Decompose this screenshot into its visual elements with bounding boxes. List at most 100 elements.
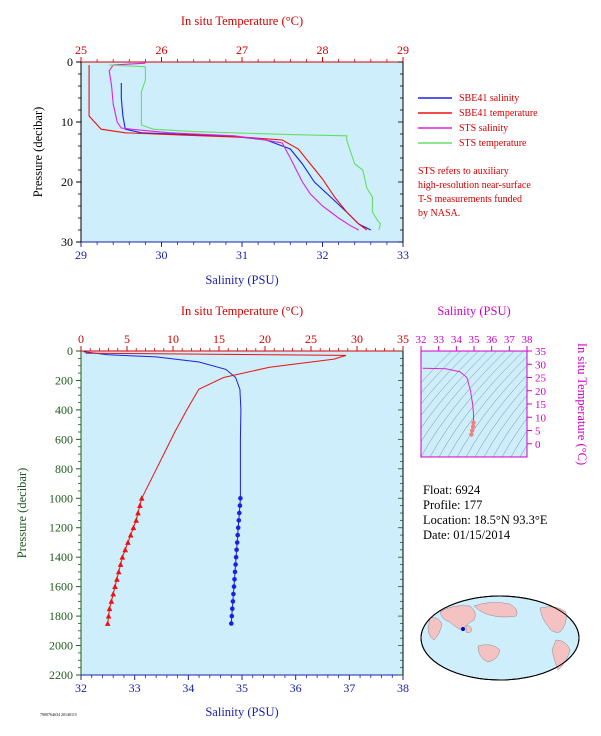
ts-density-contour (421, 351, 479, 416)
main-pressure-axis-tick-label: 1400 (49, 550, 73, 564)
main-temperature-point (114, 576, 120, 582)
top-series-sbe41-temperature (88, 65, 368, 231)
legend-sts-temperature: STS temperature (459, 138, 527, 149)
main-temperature-point (122, 546, 128, 553)
ts-deep-point (470, 428, 475, 433)
main-temperature-point (108, 598, 115, 604)
main-salinity-point (232, 577, 237, 582)
main-pressure-axis-tick-label: 200 (55, 373, 73, 387)
main-temperature-axis-tick-label: 15 (213, 332, 225, 346)
ts-temperature-axis-title: In situ Temperature (°C) (575, 343, 589, 465)
location: Location: 18.5°N 93.3°E (423, 513, 548, 527)
legend-sts-salinity: STS salinity (459, 123, 508, 134)
ts-density-contour (421, 351, 497, 443)
main-salinity-point (229, 613, 235, 619)
ts-temperature-axis-tick-label: 15 (535, 399, 547, 411)
main-temperature-axis-tick-label: 30 (351, 332, 363, 346)
main-salinity-point (235, 532, 240, 538)
world-map (420, 595, 580, 681)
main-pressure-axis-tick-label: 2200 (49, 668, 73, 682)
main-temperature-point (127, 532, 134, 538)
main-plot-area (81, 351, 403, 675)
ts-density-contour (465, 374, 527, 457)
main-series (83, 351, 347, 626)
main-salinity-point (238, 496, 243, 501)
main-pressure-axis-tick-label: 1800 (49, 609, 73, 623)
top-salinity-axis-title: Salinity (PSU) (205, 273, 278, 287)
top-pressure-axis-title: Pressure (decibar) (31, 107, 45, 198)
ts-density-contour (538, 341, 601, 457)
main-pressure-axis-tick-label: 1000 (49, 491, 73, 505)
legend-sbe41-salinity: SBE41 salinity (459, 93, 519, 104)
main-salinity-axis-tick-label: 37 (343, 681, 355, 695)
main-pressure-axis-tick-label: 1200 (49, 521, 73, 535)
note-line-1: STS refers to auxiliary (418, 166, 509, 177)
main-temperature-point (115, 568, 122, 575)
map-land-siberia (473, 602, 518, 618)
note-line-4: by NASA. (418, 208, 460, 219)
ts-density-contour (438, 351, 524, 457)
main-salinity-axis-tick-label: 38 (397, 681, 409, 695)
main-pressure-axis-tick-label: 0 (67, 344, 73, 358)
top-pressure-axis-tick-label: 30 (61, 235, 73, 249)
top-temperature-axis-tick-label: 28 (317, 43, 329, 57)
main-pressure-axis-tick-label: 2000 (49, 639, 73, 653)
map-land-asia (439, 605, 476, 631)
main-salinity-point (234, 547, 239, 553)
top-temperature-axis-tick-label: 29 (397, 43, 409, 57)
main-salinity-axis-tick-label: 36 (290, 681, 302, 695)
ts-salinity-axis-tick-label: 35 (469, 334, 481, 346)
main-profile-chart: 0 5 10 15 20 25 30 35 32 33 34 35 36 37 38 0 200 400 600 80… (15, 304, 409, 719)
profile-number: Profile: 177 (423, 498, 482, 512)
main-temperature-point (137, 502, 143, 508)
map-land-australia (477, 644, 501, 663)
top-temperature-axis-tick-label: 26 (156, 43, 168, 57)
ts-temperature-axis-tick-label: 35 (535, 346, 547, 358)
ts-density-contour (447, 356, 527, 457)
legend-sbe41-temperature: SBE41 temperature (459, 108, 538, 119)
main-salinity-point (231, 591, 236, 597)
top-salinity-axis-tick-label: 32 (317, 248, 329, 262)
top-series-sts-salinity (108, 62, 359, 231)
main-temperature-point (119, 554, 126, 560)
main-salinity-point (234, 540, 240, 545)
main-pressure-axis-title: Pressure (decibar) (15, 468, 29, 559)
ts-temperature-axis-tick-label: 30 (535, 359, 547, 371)
main-temperature-axis-tick-label: 25 (305, 332, 317, 346)
ts-deep-point (470, 424, 476, 429)
main-salinity-point (230, 606, 235, 611)
top-temperature-axis-tick-label: 25 (75, 43, 87, 57)
date: Date: 01/15/2014 (423, 528, 511, 542)
ts-density-contour (429, 351, 515, 457)
main-salinity-point (235, 525, 241, 530)
main-temperature-point (112, 583, 118, 589)
main-pressure-axis-tick-label: 800 (55, 462, 73, 476)
main-salinity-point (233, 562, 238, 567)
footer-code: 7900764634 20140115 (40, 712, 77, 717)
ts-density-contour (492, 406, 527, 457)
main-temperature-point (135, 510, 141, 516)
ts-temperature-axis-tick-label: 0 (535, 439, 541, 451)
main-salinity-point (229, 621, 234, 626)
main-series-salinity-line (83, 351, 242, 624)
main-salinity-point (236, 518, 242, 523)
ts-temperature-axis-tick-label: 25 (535, 373, 547, 385)
ts-temperature-axis-tick-label: 5 (535, 426, 541, 438)
top-pressure-axis-tick-label: 20 (61, 175, 73, 189)
ts-density-contour (421, 351, 461, 394)
main-temperature-point (133, 517, 139, 523)
ts-salinity-axis-tick-label: 37 (504, 334, 516, 346)
main-temperature-axis-tick-label: 10 (167, 332, 179, 346)
ts-density-contour (510, 430, 527, 457)
ts-deep-point (471, 420, 476, 425)
top-salinity-axis-tick-label: 29 (75, 248, 87, 262)
top-series (88, 62, 382, 231)
ts-density-contour (421, 351, 470, 405)
ts-temperature-axis-tick-label: 10 (535, 412, 547, 424)
ts-density-contour (421, 351, 488, 429)
ts-temperature-axis-tick-label: 20 (535, 386, 547, 398)
ts-density-contour (421, 351, 506, 457)
